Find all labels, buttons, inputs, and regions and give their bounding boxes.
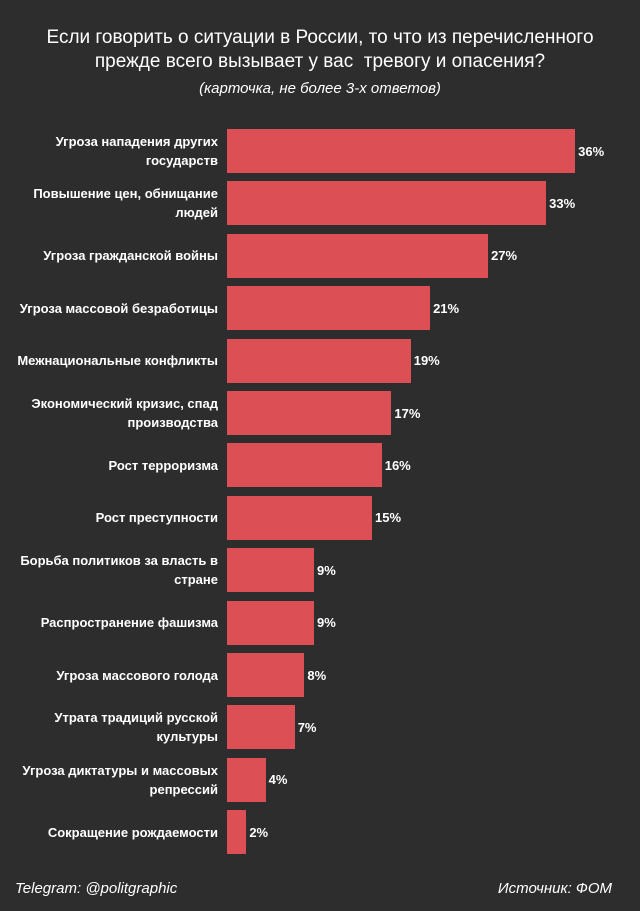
value-label: 15% [375,510,402,526]
chart-subtitle: (карточка, не более 3-х ответов) [199,80,441,97]
category-label: Повышение цен, обнищание людей [33,186,218,221]
bar [227,548,315,593]
value-label: 7% [297,719,317,735]
bar [227,600,315,645]
category-label: Экономический кризис, спад производства [31,396,218,430]
value-label: 17% [394,405,421,421]
category-label: Рост преступности [95,510,218,526]
bar [227,391,392,435]
bar [227,233,489,278]
bar [227,653,305,697]
footer-left: Telegram: @politgraphic [15,880,178,897]
value-label: 4% [268,772,288,788]
category-label: Угроза нападения других государств [55,134,218,168]
category-label: Угроза диктатуры и массовых репрессий [22,762,218,797]
value-label: 27% [491,248,518,264]
bar [227,495,373,540]
category-label: Сокращение рождаемости [47,824,218,840]
value-label: 16% [384,457,411,473]
category-label: Межнациональные конфликты [17,353,218,369]
category-label: Угроза массовой безработицы [19,300,218,316]
value-label: 19% [413,353,440,369]
bar [227,705,295,750]
value-label: 21% [433,300,460,316]
value-label: 36% [578,143,605,159]
chart-title: Если говорить о ситуации в России, то чт… [46,27,599,72]
bar [227,181,547,226]
bar [227,129,576,173]
value-label: 2% [249,824,269,840]
value-label: 33% [549,195,576,211]
value-label: 9% [317,615,336,631]
category-label: Рост терроризма [108,457,219,473]
value-label: 8% [307,667,327,683]
category-label: Угроза массового голода [56,667,218,683]
bar [227,286,431,331]
bar [227,443,382,488]
value-label: 9% [317,562,336,578]
category-label: Угроза гражданской войны [43,248,218,264]
category-label: Утрата традиций русской культуры [54,710,218,745]
category-label: Борьба политиков за власть в стране [20,553,218,588]
bar [227,757,266,802]
bar [227,810,247,855]
category-label: Распространение фашизма [40,615,218,631]
footer-right: Источник: ФОМ [497,880,612,897]
bar [227,338,411,383]
